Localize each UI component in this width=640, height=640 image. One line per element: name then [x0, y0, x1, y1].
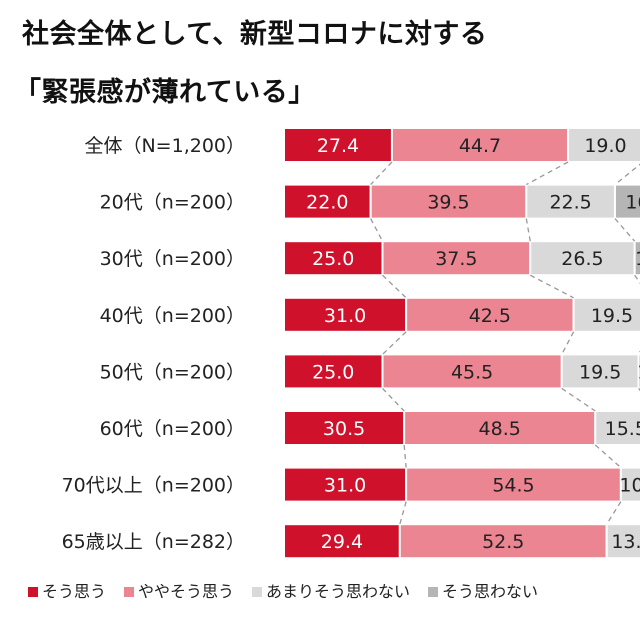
category-label: 20代（n=200） — [100, 192, 245, 214]
data-label: 15.5 — [605, 418, 640, 440]
data-label: 39.5 — [427, 192, 469, 214]
legend-item: あまりそう思わない — [252, 578, 410, 602]
connector-line — [561, 331, 575, 355]
bar-segment — [613, 183, 640, 220]
bar-segment — [283, 466, 408, 503]
chart-title-line-1: 社会全体として、新型コロナに対する — [22, 19, 488, 50]
bar-segment — [594, 410, 640, 446]
legend-label: あまりそう思わない — [266, 582, 411, 601]
data-label: 13.1 — [611, 531, 640, 553]
legend: そう思う ややそう思う あまりそう思わない そう思わない — [28, 578, 538, 602]
legend-label: ややそう思う — [138, 582, 235, 601]
category-label: 40代（n=200） — [100, 305, 245, 327]
category-label: 全体（N=1,200） — [84, 135, 245, 157]
data-label: 44.7 — [459, 135, 501, 157]
data-label: 10.0 — [619, 475, 640, 497]
bar-segment — [403, 410, 597, 446]
category-label: 50代（n=200） — [100, 361, 245, 383]
data-label: 42.5 — [469, 305, 511, 327]
data-label: 37.5 — [435, 248, 477, 270]
legend-item: ややそう思う — [124, 578, 234, 602]
category-label: 60代（n=200） — [100, 418, 245, 440]
data-label: 22.0 — [306, 192, 348, 214]
connector-line — [526, 161, 569, 186]
data-label: 11.0 — [635, 248, 640, 270]
bar-segment — [560, 353, 640, 390]
legend-swatch — [252, 587, 263, 597]
data-label: 16.0 — [625, 192, 640, 214]
bar-segment — [637, 353, 640, 390]
data-label: 29.4 — [321, 531, 363, 553]
connector-line — [399, 501, 407, 525]
bar-segment — [633, 240, 640, 277]
bar-segment — [529, 240, 636, 277]
connector-line — [561, 387, 596, 412]
bar-segment — [405, 466, 622, 503]
legend-swatch — [124, 587, 135, 597]
category-label: 65歳以上（n=282） — [62, 531, 245, 553]
connector-line — [382, 387, 405, 412]
data-label: 25.0 — [312, 248, 354, 270]
data-label: 22.5 — [549, 192, 591, 214]
data-label: 19.5 — [591, 305, 633, 327]
data-label: 25.0 — [312, 361, 354, 383]
legend-item: そう思う — [28, 578, 106, 602]
data-label: 48.5 — [479, 418, 521, 440]
bar-segment — [283, 183, 372, 220]
bar-segment — [369, 183, 528, 220]
bar-segment — [283, 127, 393, 163]
data-label: 27.4 — [317, 135, 359, 157]
legend-label: そう思わない — [442, 582, 539, 601]
chart-title-line-2: 「緊張感が薄れている」 — [14, 77, 316, 108]
legend-swatch — [428, 587, 439, 597]
connector-line — [382, 274, 407, 299]
connector-line — [370, 161, 393, 186]
connector-line — [614, 218, 636, 242]
data-label: 19.0 — [584, 135, 626, 157]
bar-segment — [398, 523, 608, 560]
data-label: 45.5 — [451, 361, 493, 383]
bar-segment — [572, 296, 640, 333]
connector-line — [525, 218, 531, 242]
legend-label: そう思う — [42, 582, 107, 601]
bar-segment — [283, 410, 406, 446]
data-label: 30.5 — [323, 418, 365, 440]
category-label: 70代以上（n=200） — [62, 475, 245, 497]
bar-segment — [283, 240, 384, 277]
connector-line — [594, 444, 622, 469]
connector-line — [370, 218, 384, 242]
data-label: 52.5 — [482, 531, 524, 553]
bar-segment — [381, 353, 563, 390]
connector-line — [529, 274, 574, 299]
connector-line — [382, 331, 407, 355]
data-label: 31.0 — [324, 305, 366, 327]
bar-segment — [405, 296, 575, 333]
bar-segment — [605, 523, 640, 560]
bar-segment — [619, 466, 640, 503]
connector-line — [634, 274, 640, 284]
bar-segment — [567, 127, 640, 163]
connector-line — [614, 163, 640, 186]
data-label: 31.0 — [324, 475, 366, 497]
connector-line — [403, 444, 407, 468]
data-label: 26.5 — [561, 248, 603, 270]
bar-segment — [525, 183, 616, 220]
legend-swatch — [28, 587, 38, 597]
data-label: 54.5 — [492, 475, 534, 497]
legend-item: そう思わない — [428, 578, 538, 602]
data-label: 19.5 — [579, 361, 621, 383]
bar-segment — [283, 523, 401, 560]
connector-line — [606, 501, 622, 525]
data-label: 10.0 — [637, 361, 640, 383]
category-label: 30代（n=200） — [100, 248, 245, 270]
